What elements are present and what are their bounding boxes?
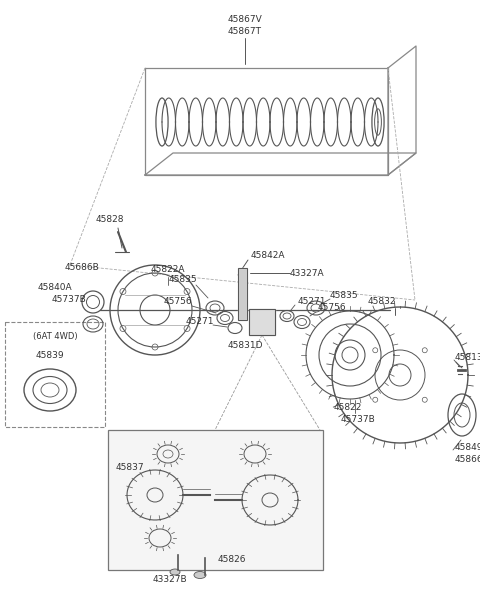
Text: 45840A: 45840A	[38, 282, 72, 291]
Text: (6AT 4WD): (6AT 4WD)	[33, 332, 77, 340]
Text: 45271: 45271	[186, 317, 214, 326]
Text: 45686B: 45686B	[65, 264, 99, 272]
Text: 45849T: 45849T	[455, 443, 480, 453]
Text: 45822A: 45822A	[151, 265, 185, 274]
Text: 45832: 45832	[368, 297, 396, 307]
Text: 43327B: 43327B	[153, 576, 187, 584]
Text: 45867T: 45867T	[228, 28, 262, 37]
Text: 45831D: 45831D	[227, 340, 263, 349]
Text: 45835: 45835	[168, 275, 197, 284]
Text: 45867V: 45867V	[228, 15, 263, 24]
Bar	[5, 322, 105, 427]
Text: 45835: 45835	[330, 291, 359, 300]
Text: 45839: 45839	[36, 350, 64, 359]
Text: 45828: 45828	[96, 216, 124, 225]
Bar	[249, 309, 275, 335]
Text: 45837: 45837	[116, 463, 144, 472]
Text: 45813A: 45813A	[455, 353, 480, 362]
Text: 45737B: 45737B	[52, 296, 87, 304]
Bar	[238, 268, 247, 320]
Bar	[108, 430, 323, 570]
Text: 45866: 45866	[455, 456, 480, 465]
Bar	[238, 268, 247, 320]
Text: 45826: 45826	[218, 556, 247, 564]
Ellipse shape	[194, 571, 206, 579]
Text: 45271: 45271	[298, 297, 326, 307]
Text: 45737B: 45737B	[341, 415, 375, 424]
Bar	[249, 309, 275, 335]
Text: 45756: 45756	[164, 297, 192, 307]
Text: 45756: 45756	[318, 304, 347, 313]
Text: 43327A: 43327A	[290, 268, 324, 278]
Ellipse shape	[170, 569, 180, 575]
Text: 45842A: 45842A	[251, 251, 285, 259]
Text: 45822: 45822	[334, 404, 362, 413]
